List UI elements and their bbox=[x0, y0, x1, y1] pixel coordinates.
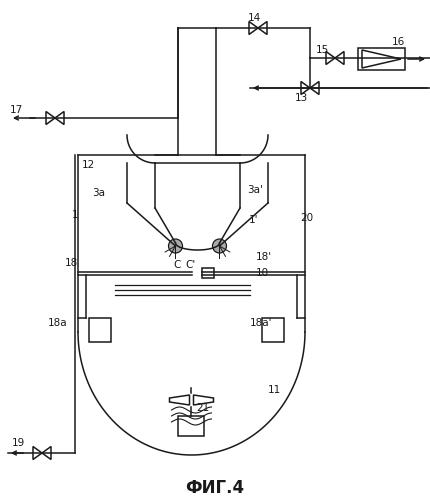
Text: 16: 16 bbox=[391, 37, 404, 47]
Text: C': C' bbox=[184, 260, 195, 270]
Bar bbox=[89, 318, 111, 342]
Circle shape bbox=[212, 239, 226, 253]
Bar bbox=[178, 416, 204, 436]
Bar bbox=[261, 318, 283, 342]
Text: 12: 12 bbox=[82, 160, 95, 170]
Text: 18: 18 bbox=[65, 258, 78, 268]
Bar bbox=[357, 48, 404, 70]
Text: 10: 10 bbox=[255, 268, 268, 278]
Text: C: C bbox=[172, 260, 180, 270]
Circle shape bbox=[168, 239, 182, 253]
Text: 1': 1' bbox=[249, 215, 258, 225]
Text: 1: 1 bbox=[72, 210, 78, 220]
Text: 18а': 18а' bbox=[249, 318, 272, 328]
Text: 21: 21 bbox=[196, 403, 209, 413]
Text: 15: 15 bbox=[315, 45, 329, 55]
Bar bbox=[202, 268, 214, 278]
Text: 3а': 3а' bbox=[246, 185, 262, 195]
Text: 20: 20 bbox=[299, 213, 313, 223]
Text: 13: 13 bbox=[294, 93, 307, 103]
Text: 11: 11 bbox=[267, 385, 281, 395]
Text: 19: 19 bbox=[12, 438, 25, 448]
Text: 18': 18' bbox=[255, 252, 271, 262]
Text: 17: 17 bbox=[10, 105, 23, 115]
Text: 3а: 3а bbox=[92, 188, 105, 198]
Text: ФИГ.4: ФИГ.4 bbox=[185, 479, 244, 497]
Text: 14: 14 bbox=[247, 13, 261, 23]
Text: 18а: 18а bbox=[48, 318, 68, 328]
